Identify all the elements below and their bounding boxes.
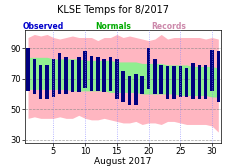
Bar <box>89 56 93 91</box>
Bar <box>140 76 143 94</box>
Text: Records: Records <box>151 22 185 31</box>
Bar <box>159 65 162 94</box>
Bar <box>133 74 137 105</box>
Bar <box>190 63 194 99</box>
Bar <box>184 68 187 97</box>
Bar <box>70 60 74 92</box>
Bar <box>77 57 80 92</box>
Bar <box>83 51 86 88</box>
Bar <box>127 76 131 105</box>
Text: Normals: Normals <box>94 22 130 31</box>
Bar <box>32 59 36 94</box>
X-axis label: August 2017: August 2017 <box>94 157 151 166</box>
Bar <box>146 48 150 89</box>
Bar <box>197 65 200 99</box>
Bar <box>52 59 55 97</box>
Bar <box>58 53 61 94</box>
Bar <box>26 48 30 91</box>
Bar <box>64 57 68 94</box>
Bar <box>45 65 49 99</box>
Bar <box>121 71 124 102</box>
Text: Observed: Observed <box>22 22 64 31</box>
Bar <box>203 65 207 99</box>
Bar <box>153 59 156 94</box>
Bar <box>39 65 42 99</box>
Bar <box>178 67 181 97</box>
Bar <box>108 57 112 91</box>
Bar <box>209 50 213 91</box>
Bar <box>96 57 99 91</box>
Bar <box>102 59 106 92</box>
Bar <box>171 67 175 99</box>
Bar <box>216 51 219 102</box>
Bar <box>115 59 118 99</box>
Text: KLSE Temps for 8/2017: KLSE Temps for 8/2017 <box>57 5 168 15</box>
Bar <box>165 67 169 99</box>
